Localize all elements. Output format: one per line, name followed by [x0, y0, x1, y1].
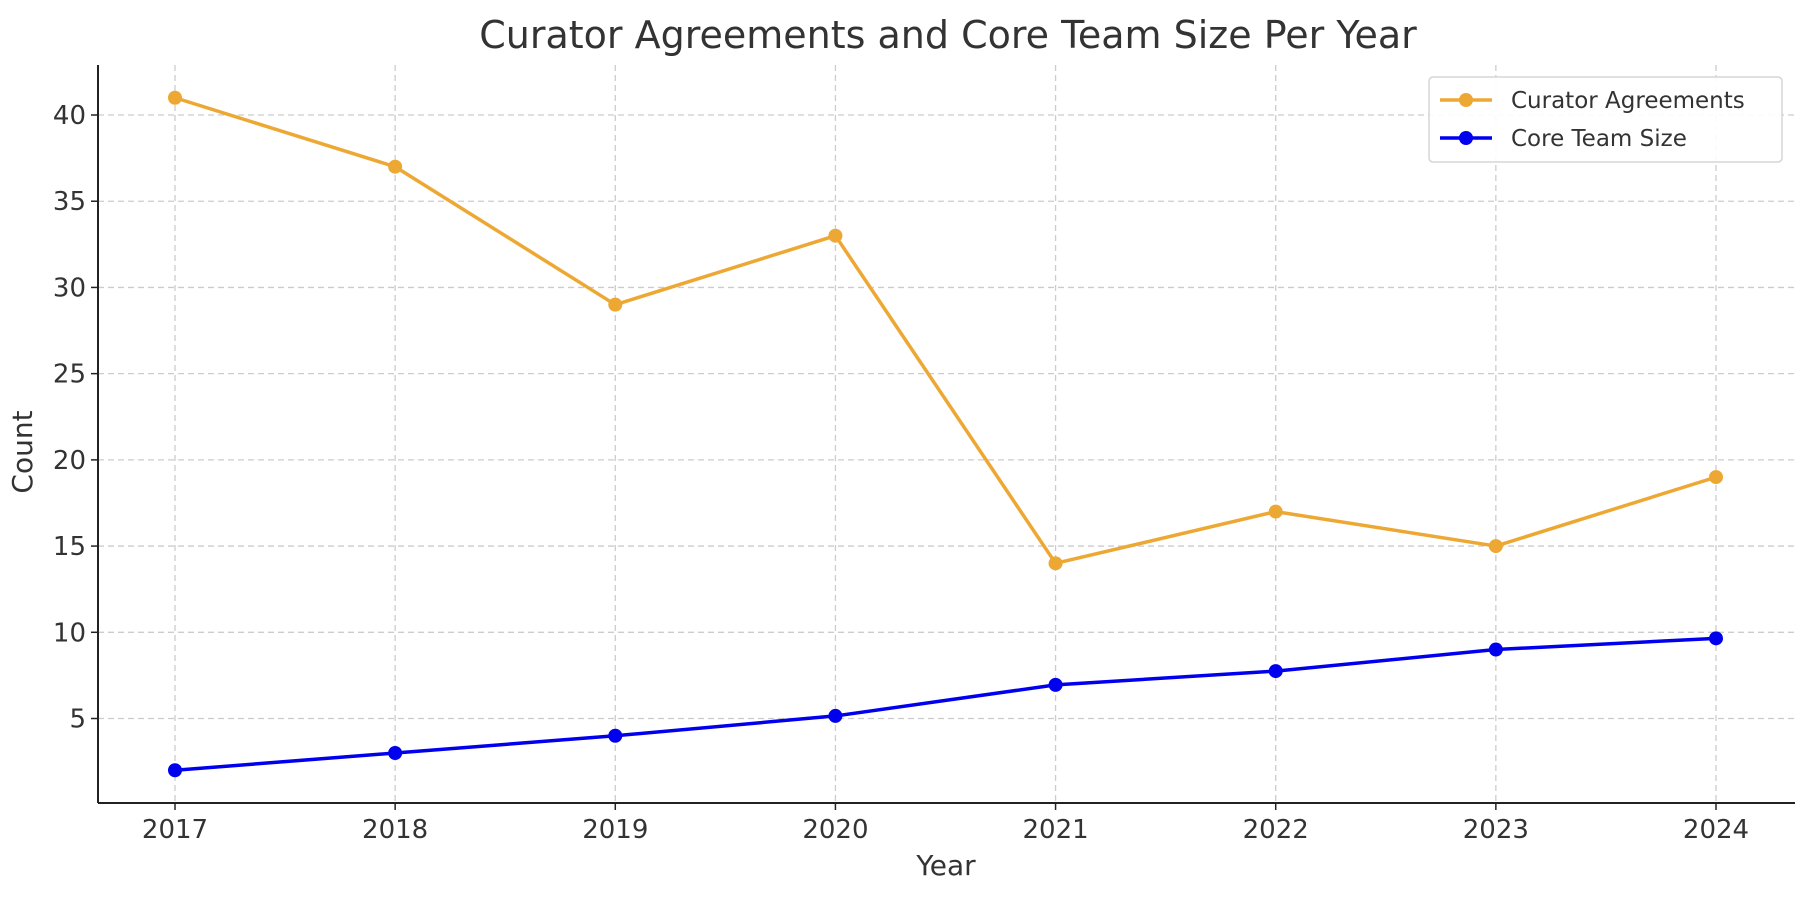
y-tick-label: 5: [69, 705, 86, 735]
data-point: [608, 728, 623, 743]
legend-label: Core Team Size: [1511, 126, 1687, 152]
series-line-0: [174, 96, 1717, 566]
data-point: [168, 90, 182, 105]
data-point: [1268, 664, 1283, 679]
data-point: [1709, 631, 1723, 646]
legend-box: [1428, 76, 1783, 163]
data-point: [388, 745, 403, 760]
x-tick-label: 2020: [802, 815, 868, 845]
grid: [98, 65, 1795, 803]
chart-title: Curator Agreements and Core Team Size Pe…: [479, 13, 1417, 57]
x-tick-label: 2018: [362, 815, 428, 845]
y-tick-label: 20: [53, 446, 86, 476]
axes: [97, 65, 1795, 804]
data-point: [168, 763, 182, 778]
ticks: 2017 2018 2019 2020 2021 2022 2023 2024 5 10 15 20 2…: [53, 101, 1749, 845]
series-line-1: [174, 636, 1717, 772]
y-axis-label: Count: [6, 410, 39, 493]
y-tick-label: 35: [53, 187, 86, 217]
x-tick-label: 2022: [1243, 815, 1309, 845]
x-tick-label: 2021: [1022, 815, 1088, 845]
x-tick-label: 2019: [582, 815, 648, 845]
data-point: [388, 159, 403, 174]
y-tick-label: 30: [53, 273, 86, 303]
data-point: [1048, 556, 1063, 571]
data-point: [1488, 539, 1503, 554]
data-point: [608, 297, 623, 312]
y-tick-label: 15: [53, 532, 86, 562]
data-point: [1048, 677, 1063, 692]
data-point: [1709, 470, 1723, 485]
legend: Curator Agreements Core Team Size: [1428, 76, 1783, 163]
y-tick-label: 40: [53, 101, 86, 131]
legend-marker: [1459, 131, 1473, 145]
x-tick-label: 2017: [142, 815, 208, 845]
x-tick-label: 2024: [1683, 815, 1749, 845]
data-point: [828, 708, 843, 723]
legend-marker: [1459, 93, 1473, 107]
x-tick-label: 2023: [1463, 815, 1529, 845]
y-tick-label: 25: [53, 360, 86, 390]
data-point: [1268, 504, 1283, 519]
data-point: [1488, 642, 1503, 657]
legend-label: Curator Agreements: [1511, 88, 1745, 114]
x-axis-label: Year: [915, 849, 976, 882]
series-group: [168, 90, 1723, 778]
data-point: [828, 228, 843, 243]
y-tick-label: 10: [53, 618, 86, 648]
